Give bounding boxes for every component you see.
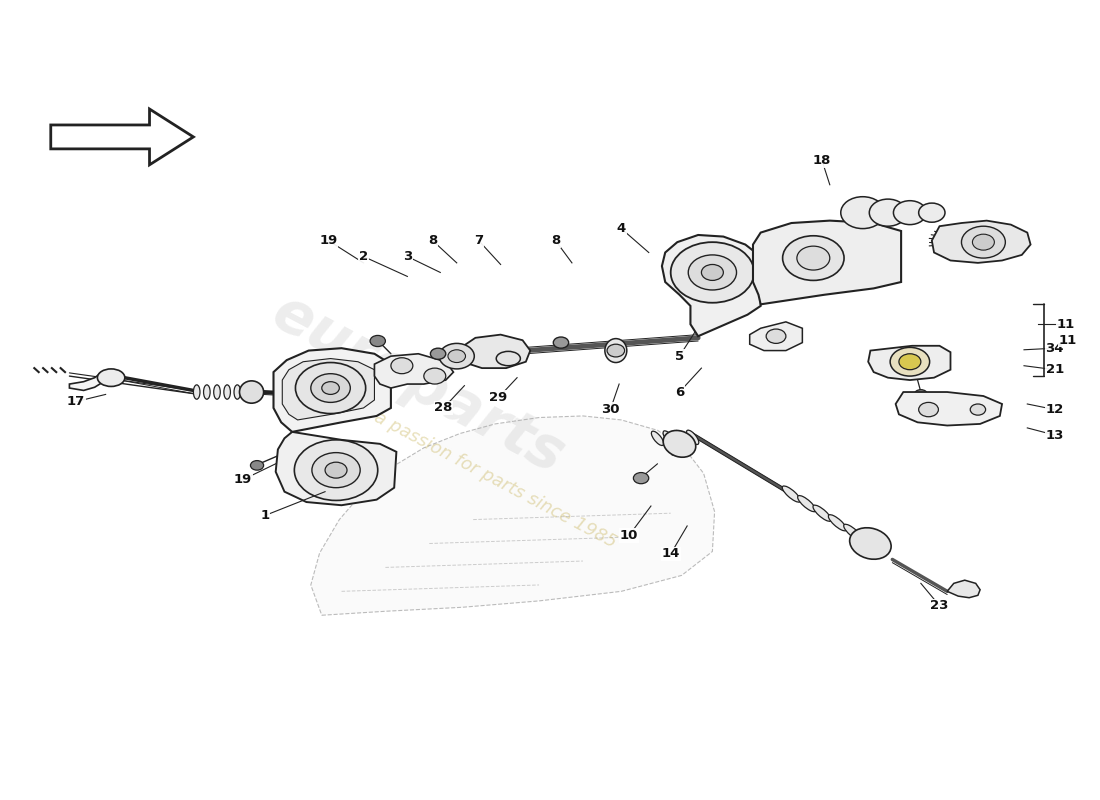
Circle shape	[607, 344, 625, 357]
Circle shape	[782, 236, 844, 281]
Circle shape	[424, 368, 446, 384]
Ellipse shape	[663, 431, 675, 445]
Text: 17: 17	[67, 395, 85, 408]
Circle shape	[439, 343, 474, 369]
Circle shape	[893, 201, 926, 225]
Circle shape	[869, 199, 906, 226]
Circle shape	[914, 390, 927, 399]
Circle shape	[918, 203, 945, 222]
Ellipse shape	[194, 385, 200, 399]
Polygon shape	[69, 372, 102, 390]
Polygon shape	[460, 334, 530, 368]
Ellipse shape	[663, 430, 696, 458]
Circle shape	[634, 473, 649, 484]
Circle shape	[296, 362, 365, 414]
Polygon shape	[754, 221, 901, 304]
Text: 11: 11	[1057, 318, 1075, 330]
Text: 5: 5	[675, 350, 684, 362]
Text: 13: 13	[1045, 429, 1064, 442]
Text: 3: 3	[403, 250, 412, 263]
Circle shape	[311, 374, 350, 402]
Polygon shape	[276, 432, 396, 506]
Polygon shape	[311, 416, 715, 615]
Ellipse shape	[651, 431, 663, 446]
Ellipse shape	[782, 486, 801, 502]
Circle shape	[322, 382, 339, 394]
Ellipse shape	[813, 505, 832, 522]
Text: 2: 2	[359, 250, 369, 263]
Circle shape	[671, 242, 755, 302]
Text: 21: 21	[1046, 363, 1064, 376]
Circle shape	[251, 461, 264, 470]
Circle shape	[553, 337, 569, 348]
Text: 6: 6	[674, 386, 684, 398]
Ellipse shape	[204, 385, 210, 399]
Ellipse shape	[844, 524, 862, 541]
Circle shape	[961, 226, 1005, 258]
Ellipse shape	[686, 430, 698, 445]
Text: 1: 1	[261, 509, 270, 522]
Circle shape	[370, 335, 385, 346]
Circle shape	[972, 234, 994, 250]
Ellipse shape	[234, 385, 241, 399]
Ellipse shape	[605, 338, 627, 362]
Polygon shape	[947, 580, 980, 598]
Text: 7: 7	[474, 234, 483, 247]
Polygon shape	[374, 354, 453, 388]
Circle shape	[430, 348, 446, 359]
Text: 12: 12	[1046, 403, 1064, 416]
Ellipse shape	[674, 430, 688, 445]
Ellipse shape	[798, 495, 816, 512]
Polygon shape	[868, 346, 950, 380]
Ellipse shape	[98, 369, 124, 386]
Circle shape	[448, 350, 465, 362]
Text: 18: 18	[813, 154, 832, 167]
Circle shape	[767, 329, 785, 343]
Text: 4: 4	[617, 222, 626, 235]
Text: 19: 19	[319, 234, 338, 247]
Circle shape	[702, 265, 724, 281]
Text: 8: 8	[428, 234, 437, 247]
Text: 10: 10	[619, 529, 638, 542]
Ellipse shape	[213, 385, 220, 399]
Ellipse shape	[828, 514, 847, 531]
Text: europarts: europarts	[263, 283, 574, 485]
Circle shape	[689, 255, 737, 290]
Circle shape	[390, 358, 412, 374]
Polygon shape	[283, 358, 374, 420]
Text: 11: 11	[1059, 334, 1077, 346]
Ellipse shape	[849, 528, 891, 559]
Text: 14: 14	[661, 547, 680, 560]
Circle shape	[899, 354, 921, 370]
Text: 19: 19	[233, 474, 252, 486]
Text: a passion for parts since 1985: a passion for parts since 1985	[371, 408, 619, 551]
Polygon shape	[51, 109, 194, 165]
Circle shape	[295, 440, 377, 501]
Polygon shape	[750, 322, 802, 350]
Circle shape	[890, 347, 930, 376]
Polygon shape	[662, 235, 761, 336]
Polygon shape	[274, 348, 390, 432]
Circle shape	[840, 197, 884, 229]
Circle shape	[312, 453, 360, 488]
Text: 23: 23	[931, 599, 948, 612]
Text: 8: 8	[551, 234, 560, 247]
Text: 30: 30	[601, 403, 619, 416]
Polygon shape	[932, 221, 1031, 263]
Circle shape	[796, 246, 829, 270]
Ellipse shape	[496, 351, 520, 366]
Ellipse shape	[240, 381, 264, 403]
Text: 34: 34	[1045, 342, 1064, 354]
Circle shape	[970, 404, 986, 415]
Circle shape	[918, 402, 938, 417]
Circle shape	[326, 462, 346, 478]
Polygon shape	[895, 392, 1002, 426]
Text: 28: 28	[434, 402, 453, 414]
Ellipse shape	[224, 385, 230, 399]
Text: 29: 29	[490, 391, 507, 404]
